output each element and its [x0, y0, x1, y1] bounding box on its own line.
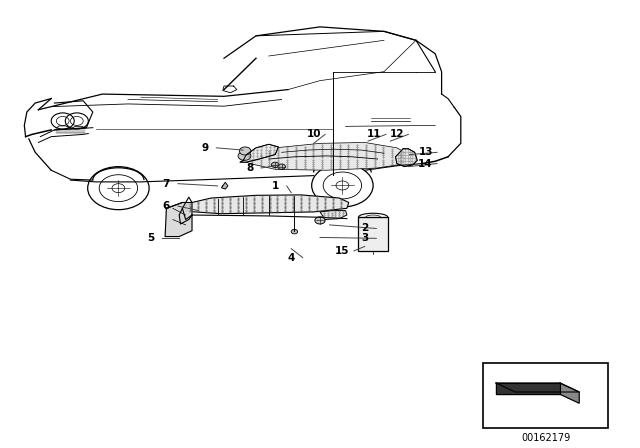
Circle shape	[291, 229, 298, 234]
Text: 10: 10	[307, 129, 321, 139]
Circle shape	[238, 151, 251, 160]
Bar	[483, 363, 608, 428]
Polygon shape	[165, 202, 192, 237]
Text: 2: 2	[361, 224, 369, 233]
Circle shape	[315, 217, 325, 224]
Polygon shape	[560, 383, 579, 403]
Circle shape	[271, 162, 279, 168]
Polygon shape	[221, 182, 228, 189]
Text: 7: 7	[163, 179, 170, 189]
Text: 12: 12	[390, 129, 404, 139]
Text: 00162179: 00162179	[521, 433, 570, 443]
Polygon shape	[320, 211, 347, 220]
Text: 3: 3	[361, 233, 369, 243]
Circle shape	[278, 164, 285, 169]
Polygon shape	[496, 383, 560, 394]
Polygon shape	[396, 149, 417, 167]
Polygon shape	[240, 144, 278, 162]
Polygon shape	[496, 383, 579, 392]
Text: 8: 8	[246, 163, 253, 173]
Bar	[358, 217, 388, 251]
Polygon shape	[243, 142, 410, 170]
Text: 14: 14	[419, 159, 433, 168]
Circle shape	[239, 147, 251, 155]
Text: 6: 6	[163, 201, 170, 211]
Text: 4: 4	[287, 253, 295, 263]
Text: 1: 1	[271, 181, 279, 191]
Text: 13: 13	[419, 147, 433, 157]
Polygon shape	[182, 195, 349, 214]
Polygon shape	[179, 208, 192, 224]
Text: 9: 9	[201, 143, 209, 153]
Text: 15: 15	[335, 246, 349, 256]
Text: 5: 5	[147, 233, 154, 243]
Text: 11: 11	[367, 129, 381, 139]
